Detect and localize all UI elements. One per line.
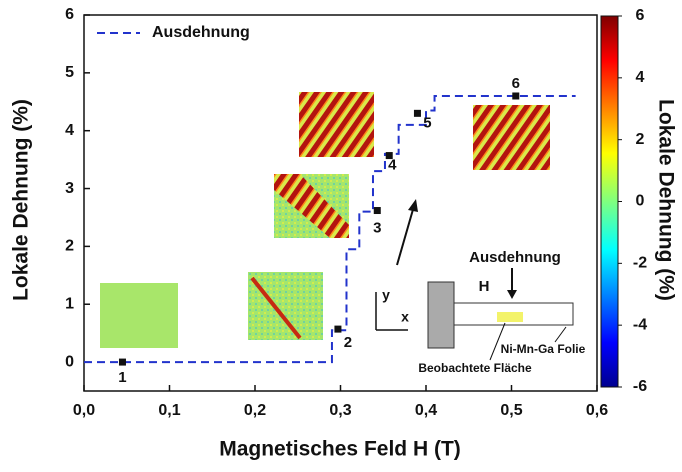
step-line [84, 94, 576, 364]
x-axis-label: Magnetisches Feld H (T) [219, 438, 461, 461]
colorbar-label: Lokale Dehnung (%) [654, 99, 677, 301]
colorbar-tick-label: 0 [636, 193, 645, 210]
colorbar-tick-label: 4 [636, 69, 645, 86]
colorbar-tick-label: 2 [636, 131, 645, 148]
x-tick-label: 0,1 [158, 402, 180, 419]
colorbar-tick-label: -4 [633, 316, 647, 333]
observed-area [497, 312, 523, 322]
y-tick-label: 3 [65, 180, 74, 197]
x-tick-label: 0,0 [73, 402, 95, 419]
point-label: 1 [118, 369, 126, 386]
y-tick-label: 5 [65, 64, 74, 81]
x-tick-label: 0,2 [244, 402, 266, 419]
annotation: Ni-Mn-Ga Folie [501, 342, 586, 356]
point [512, 92, 520, 100]
x-tick-label: 0,3 [329, 402, 351, 419]
point-label: 4 [388, 157, 397, 174]
point [385, 152, 393, 160]
annotation: y [382, 287, 390, 303]
annotation: x [401, 309, 409, 325]
point-label: 5 [423, 114, 431, 131]
point-label: 3 [373, 219, 381, 236]
annotation: Ausdehnung [469, 249, 561, 266]
y-tick-label: 0 [65, 353, 74, 370]
x-tick-label: 0,6 [586, 402, 608, 419]
colorbar [600, 15, 619, 388]
strain-band [274, 174, 349, 238]
annotation: Beobachtete Fläche [418, 361, 532, 375]
strain-image [473, 105, 550, 170]
y-tick-label: 6 [65, 6, 74, 23]
point-label: 2 [344, 334, 352, 351]
y-tick-label: 4 [65, 122, 74, 139]
sample-diagram: Ausdehnung H y x Ni-Mn-Ga Folie Beobacht… [375, 199, 586, 375]
x-tick-label: 0,5 [500, 402, 522, 419]
leader [489, 322, 506, 361]
x-tick-label: 0,4 [415, 402, 437, 419]
point [334, 325, 342, 333]
y-tick-label: 1 [65, 295, 74, 312]
colorbar-tick-label: -6 [633, 378, 647, 395]
annotation: H [479, 278, 490, 295]
leader [554, 326, 567, 343]
strain-image [299, 92, 374, 157]
point [413, 109, 421, 117]
y-tick-label: 2 [65, 238, 74, 255]
strain-images [100, 92, 550, 348]
arrow-head [507, 290, 517, 299]
legend-label: Ausdehnung [152, 24, 250, 41]
strain-image [100, 283, 178, 348]
strain-band [250, 276, 302, 340]
arrow [396, 205, 415, 266]
colorbar-tick-label: 6 [636, 7, 645, 24]
colorbar-tick-label: -2 [633, 255, 647, 272]
point-label: 6 [512, 75, 520, 92]
arrow-head [408, 199, 418, 212]
point [118, 358, 126, 366]
strain-image [248, 272, 323, 340]
y-axis-label: Lokale Dehnung (%) [10, 99, 33, 301]
point [373, 207, 381, 215]
clamp [427, 281, 455, 349]
